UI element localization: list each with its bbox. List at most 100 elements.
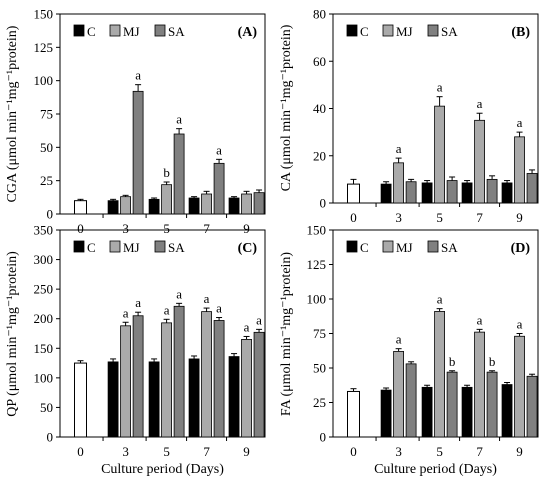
legend-label: SA — [168, 24, 185, 39]
panel-letter: (B) — [511, 25, 530, 40]
x-tick-label: 0 — [350, 444, 357, 459]
y-tick-label: 100 — [34, 73, 54, 88]
significance-label: a — [135, 295, 141, 310]
legend-swatch — [346, 240, 358, 253]
significance-label: a — [244, 319, 250, 334]
bar-control-day0 — [74, 200, 87, 215]
y-tick-label: 250 — [34, 282, 54, 297]
x-tick-label: 9 — [516, 444, 523, 459]
bar-c — [380, 389, 392, 438]
bar-sa — [253, 331, 265, 438]
bar-mj — [474, 119, 485, 204]
bar-c — [421, 182, 433, 204]
bar-sa — [486, 371, 498, 438]
bar-sa — [132, 315, 144, 438]
bar-c — [148, 198, 160, 215]
bar-c — [107, 361, 119, 438]
x-tick-label: 7 — [476, 444, 483, 459]
y-axis-title: CA (μmol min⁻¹mg⁻¹protein) — [279, 24, 294, 191]
x-tick-label: 7 — [476, 210, 483, 225]
significance-label: a — [517, 115, 523, 130]
significance-label: a — [164, 302, 170, 317]
x-tick-label: 3 — [395, 444, 402, 459]
significance-label: a — [135, 68, 141, 83]
legend-swatch — [109, 24, 121, 37]
x-tick-label: 5 — [163, 221, 170, 236]
bar-sa — [405, 181, 417, 204]
bar-mj — [201, 193, 212, 215]
y-tick-label: 0 — [320, 196, 327, 211]
legend-swatch — [109, 240, 121, 253]
bar-mj — [201, 311, 212, 438]
bar-mj — [514, 335, 525, 438]
bar-sa — [526, 173, 538, 204]
bar-mj — [161, 184, 173, 215]
legend-swatch — [382, 24, 394, 37]
significance-label: b — [489, 354, 496, 369]
y-axis-title: CGA (μmol min⁻¹mg⁻¹protein) — [5, 25, 20, 202]
legend-label: C — [87, 240, 96, 255]
y-tick-label: 75 — [313, 326, 326, 341]
legend-label: C — [360, 240, 369, 255]
bar-mj — [474, 331, 485, 438]
legend-label: MJ — [123, 240, 140, 255]
y-tick-label: 100 — [34, 370, 54, 385]
legend-swatch — [382, 240, 394, 253]
significance-label: a — [396, 332, 402, 347]
bar-sa — [446, 371, 458, 438]
bar-control-day0 — [74, 362, 87, 438]
significance-label: a — [517, 317, 523, 332]
bar-sa — [253, 192, 265, 215]
bar-sa — [173, 133, 185, 215]
bar-sa — [446, 180, 458, 204]
bar-sa — [213, 320, 225, 438]
legend-swatch — [154, 240, 166, 253]
y-tick-label: 350 — [34, 223, 54, 238]
panel-letter: (D) — [511, 241, 531, 256]
x-tick-label: 9 — [243, 444, 250, 459]
panel-letter: (C) — [238, 241, 258, 256]
y-tick-label: 25 — [313, 395, 326, 410]
significance-label: a — [216, 142, 222, 157]
y-tick-label: 300 — [34, 252, 54, 267]
bar-c — [228, 356, 240, 438]
x-tick-label: 0 — [77, 444, 84, 459]
bar-mj — [241, 339, 252, 438]
legend-label: C — [87, 24, 96, 39]
bar-mj — [161, 322, 173, 438]
x-tick-label: 5 — [436, 210, 443, 225]
panel-d: 0 25 50 75 100 125 150 0 3 5 7 9 FA (μmol min⁻¹mg⁻¹p… — [279, 223, 539, 477]
significance-label: b — [163, 165, 170, 180]
y-tick-label: 50 — [40, 400, 53, 415]
legend-swatch — [346, 24, 358, 37]
x-axis-title: Culture period (Days) — [374, 462, 497, 477]
legend-swatch — [427, 240, 439, 253]
significance-label: a — [176, 112, 182, 127]
x-tick-label: 7 — [203, 221, 210, 236]
bar-c — [501, 182, 513, 204]
significance-label: a — [477, 96, 483, 111]
legend-swatch — [154, 24, 166, 37]
y-tick-label: 150 — [34, 7, 54, 22]
bar-sa — [405, 363, 417, 438]
bar-control-day0 — [347, 183, 360, 204]
legend-label: C — [360, 24, 369, 39]
x-tick-label: 9 — [516, 210, 523, 225]
y-tick-label: 80 — [313, 7, 326, 22]
bar-mj — [120, 196, 131, 215]
bar-sa — [173, 305, 185, 438]
significance-label: a — [256, 312, 262, 327]
significance-label: a — [477, 312, 483, 327]
y-axis-title: FA (μmol min⁻¹mg⁻¹protein) — [279, 252, 294, 417]
x-axis-title: Culture period (Days) — [101, 462, 224, 477]
y-tick-label: 150 — [307, 223, 327, 238]
legend-label: SA — [441, 24, 458, 39]
legend-label: MJ — [396, 24, 413, 39]
legend-swatch — [427, 24, 439, 37]
bar-c — [501, 384, 513, 438]
bar-c — [148, 361, 160, 438]
bar-mj — [393, 162, 405, 204]
panel-a: 0 25 50 75 100 125 150 0 3 5 7 9 CGA (μmol min⁻¹mg⁻¹… — [5, 7, 266, 236]
